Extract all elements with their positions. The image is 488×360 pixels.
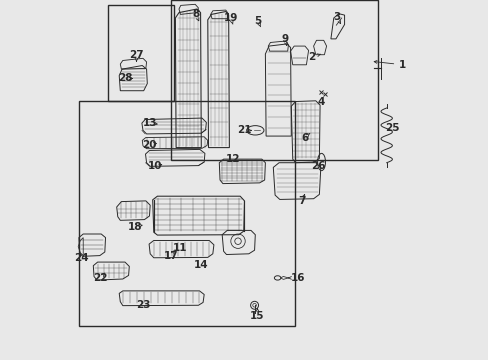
Text: 8: 8 (192, 9, 199, 19)
Text: 23: 23 (136, 300, 150, 310)
Text: 26: 26 (310, 161, 325, 171)
Text: 1: 1 (399, 60, 406, 70)
Text: 22: 22 (93, 273, 107, 283)
Text: 3: 3 (333, 12, 340, 22)
Text: 25: 25 (384, 123, 399, 133)
Text: 9: 9 (281, 34, 288, 44)
Text: 12: 12 (225, 154, 240, 164)
Text: 4: 4 (317, 96, 325, 107)
Text: 24: 24 (74, 253, 89, 264)
Text: 21: 21 (237, 125, 251, 135)
Text: 28: 28 (118, 73, 133, 84)
Bar (170, 0, 377, 160)
Text: 17: 17 (163, 251, 178, 261)
Text: 20: 20 (142, 140, 156, 150)
Text: 2: 2 (307, 52, 315, 62)
Text: 19: 19 (223, 13, 238, 23)
Text: 13: 13 (142, 118, 157, 128)
Text: 5: 5 (254, 16, 261, 26)
Text: 18: 18 (127, 222, 142, 232)
Text: 10: 10 (148, 161, 162, 171)
Bar (107, 5, 174, 101)
Text: 11: 11 (172, 243, 186, 253)
Text: 7: 7 (298, 196, 305, 206)
Text: 6: 6 (301, 132, 308, 143)
Text: 14: 14 (194, 260, 208, 270)
Text: 27: 27 (129, 50, 143, 60)
Text: 15: 15 (250, 311, 264, 321)
Bar (79, 101, 294, 326)
Text: 16: 16 (290, 273, 305, 283)
